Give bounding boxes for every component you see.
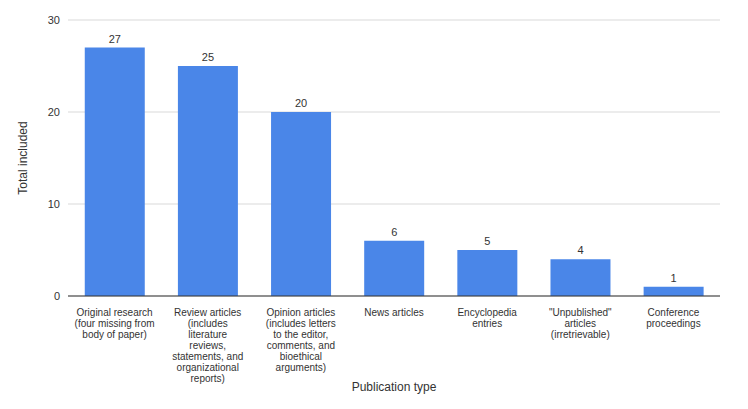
svg-text:News articles: News articles [364,307,423,318]
svg-text:6: 6 [391,226,397,238]
svg-text:20: 20 [48,106,60,118]
svg-text:30: 30 [48,14,60,26]
svg-text:"Unpublished"articles(irretrie: "Unpublished"articles(irretrievable) [549,307,612,340]
svg-text:0: 0 [54,290,60,302]
svg-text:10: 10 [48,198,60,210]
svg-text:Total included: Total included [16,121,30,194]
svg-text:20: 20 [295,97,307,109]
svg-text:Original research(four missing: Original research(four missing frombody … [75,307,155,340]
svg-text:1: 1 [671,272,677,284]
svg-text:Review articles(includeslitera: Review articles(includesliteraturereview… [172,307,243,384]
svg-text:Opinion articles(includes lett: Opinion articles(includes lettersto the … [266,307,336,373]
svg-text:27: 27 [109,33,121,45]
svg-text:5: 5 [484,235,490,247]
svg-text:4: 4 [577,244,583,256]
svg-text:Encyclopediaentries: Encyclopediaentries [457,307,517,329]
svg-text:Publication type: Publication type [352,380,437,394]
svg-text:25: 25 [202,51,214,63]
svg-text:Conferenceproceedings: Conferenceproceedings [646,307,700,329]
